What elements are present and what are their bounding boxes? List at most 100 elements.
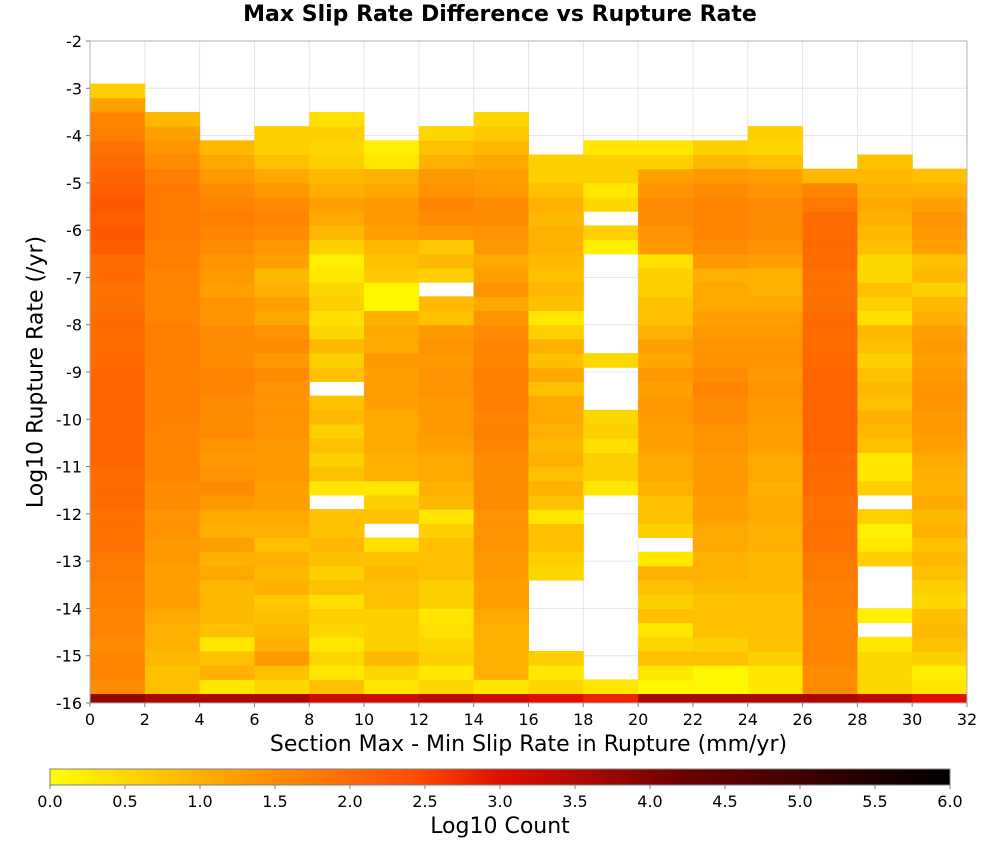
heatmap-cell (90, 580, 146, 595)
heatmap-cell (254, 296, 310, 312)
heatmap-cell (638, 168, 694, 184)
heatmap-cell (144, 338, 201, 354)
heatmap-cell (528, 168, 584, 184)
heatmap-cell (802, 679, 858, 695)
heatmap-cell (473, 580, 529, 595)
heatmap-cell (912, 509, 968, 524)
heatmap-cell (364, 211, 420, 226)
heatmap-cell (583, 438, 639, 453)
heatmap-cell (144, 636, 201, 652)
heatmap-cell (418, 367, 475, 382)
heatmap-cell (473, 197, 529, 212)
heatmap-cell (473, 367, 529, 382)
heatmap-cell (90, 324, 146, 340)
heatmap-cell (912, 282, 968, 297)
colorbar-tick-label: 3.5 (562, 792, 587, 811)
heatmap-cell (254, 650, 310, 666)
heatmap-cell (90, 338, 146, 354)
heatmap-cell (90, 296, 146, 312)
heatmap-cell (802, 310, 858, 326)
heatmap-cell (418, 225, 475, 241)
heatmap-cell (144, 438, 201, 453)
heatmap-cell (912, 537, 968, 553)
heatmap-cell (418, 494, 475, 510)
heatmap-cell (364, 665, 420, 680)
heatmap-cell (473, 679, 529, 695)
heatmap-cell (692, 154, 749, 170)
heatmap-cell (418, 353, 475, 368)
heatmap-cell (747, 197, 804, 212)
heatmap-cell (364, 608, 420, 624)
x-tick-label: 0 (85, 710, 95, 729)
heatmap-cell (144, 494, 201, 510)
heatmap-cell (144, 111, 201, 127)
heatmap-cell (364, 452, 420, 468)
heatmap-cell (692, 367, 749, 382)
heatmap-cell (857, 650, 913, 666)
heatmap-cell (199, 239, 255, 255)
heatmap-cell (309, 324, 365, 340)
heatmap-cell (364, 168, 420, 184)
heatmap-cell (638, 409, 694, 425)
heatmap-cell (254, 424, 310, 439)
heatmap-cell (692, 622, 749, 638)
heatmap-cell (473, 438, 529, 453)
x-tick-label: 22 (683, 710, 703, 729)
heatmap-cell (638, 424, 694, 439)
heatmap-cell (857, 665, 913, 680)
y-tick-label: -14 (56, 599, 82, 618)
heatmap-cell (528, 665, 584, 680)
heatmap-cell (473, 509, 529, 524)
heatmap-cell (199, 608, 255, 624)
heatmap-cell (692, 551, 749, 567)
heatmap-cell (692, 509, 749, 524)
heatmap-cell (418, 622, 475, 638)
heatmap-cell (144, 565, 201, 581)
heatmap-cell (309, 537, 365, 553)
heatmap-cell (528, 197, 584, 212)
heatmap-cell (583, 693, 639, 704)
heatmap-cell (364, 509, 420, 524)
heatmap-cell (473, 211, 529, 226)
heatmap-cell (309, 395, 365, 411)
heatmap-cell (528, 494, 584, 510)
heatmap-cell (638, 466, 694, 482)
heatmap-cell (144, 310, 201, 326)
heatmap-cell (802, 665, 858, 680)
heatmap-cell (418, 650, 475, 666)
heatmap-cell (418, 253, 475, 269)
heatmap-cell (144, 367, 201, 382)
heatmap-cell (528, 452, 584, 468)
heatmap-cell (418, 182, 475, 198)
heatmap-cell (90, 111, 146, 127)
heatmap-cell (528, 282, 584, 297)
y-tick-label: -10 (56, 410, 82, 429)
heatmap-cell (254, 338, 310, 354)
heatmap-cell (857, 509, 913, 524)
heatmap-cell (90, 565, 146, 581)
heatmap-cell (638, 282, 694, 297)
heatmap-cell (199, 338, 255, 354)
heatmap-cell (473, 168, 529, 184)
heatmap-cell (473, 466, 529, 482)
heatmap-cell (90, 182, 146, 198)
heatmap-cell (857, 679, 913, 695)
heatmap-cell (638, 239, 694, 255)
heatmap-cell (364, 480, 420, 496)
heatmap-cell (802, 636, 858, 652)
heatmap-cell (692, 282, 749, 297)
heatmap-cell (254, 324, 310, 340)
heatmap-cell (90, 650, 146, 666)
heatmap-cell (90, 381, 146, 397)
heatmap-cell (90, 267, 146, 283)
heatmap-cell (638, 679, 694, 695)
heatmap-cell (309, 126, 365, 141)
heatmap-cell (90, 679, 146, 695)
heatmap-cell (254, 636, 310, 652)
heatmap-cell (199, 253, 255, 269)
heatmap-cell (144, 537, 201, 553)
heatmap-cell (857, 154, 913, 170)
heatmap-cell (309, 253, 365, 269)
heatmap-cell (199, 168, 255, 184)
heatmap-cell (802, 338, 858, 354)
